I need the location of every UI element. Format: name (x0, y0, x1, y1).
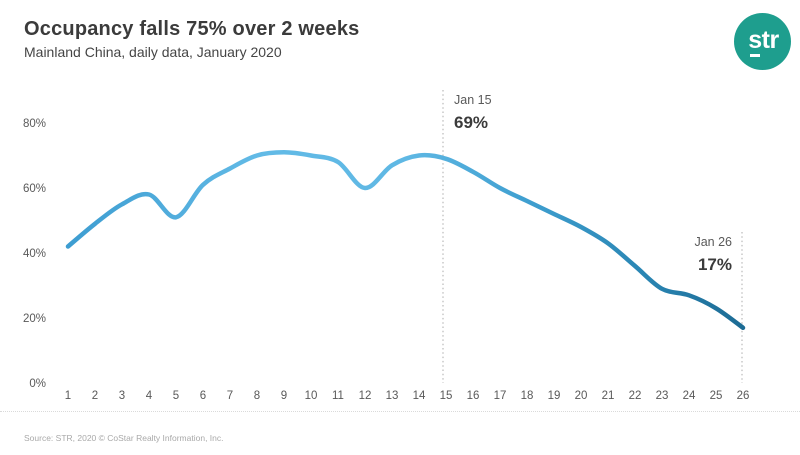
x-axis-tick-label: 3 (119, 390, 125, 402)
x-axis-tick-label: 26 (737, 390, 750, 402)
x-axis-tick-label: 1 (65, 390, 71, 402)
x-axis-tick-label: 22 (629, 390, 642, 402)
x-axis-tick-label: 12 (359, 390, 372, 402)
x-axis-tick-label: 20 (575, 390, 588, 402)
x-axis-tick-label: 18 (521, 390, 534, 402)
x-axis-tick-label: 6 (200, 390, 206, 402)
x-axis-tick-label: 14 (413, 390, 426, 402)
y-axis-tick-label: 20% (23, 313, 46, 325)
occupancy-line (65, 150, 746, 331)
x-axis-tick-label: 11 (332, 390, 344, 402)
x-axis-tick-label: 2 (92, 390, 98, 402)
annotation-value-label: 69% (454, 113, 488, 132)
footer-divider (0, 411, 800, 412)
y-axis-tick-label: 40% (23, 248, 46, 260)
str-logo: str (734, 13, 791, 70)
annotation-date-label: Jan 26 (694, 235, 732, 249)
x-axis-tick-label: 4 (146, 390, 153, 402)
chart-title: Occupancy falls 75% over 2 weeks (24, 18, 360, 40)
x-axis-tick-label: 24 (683, 390, 696, 402)
x-axis-tick-label: 13 (386, 390, 399, 402)
x-axis-tick-label: 10 (305, 390, 318, 402)
x-axis-tick-label: 19 (548, 390, 561, 402)
y-axis-tick-label: 80% (23, 118, 46, 130)
annotation-date-label: Jan 15 (454, 93, 492, 107)
y-axis-tick-label: 60% (23, 183, 46, 195)
annotation-value-label: 17% (698, 255, 732, 274)
x-axis-tick-label: 7 (227, 390, 233, 402)
x-axis-tick-label: 9 (281, 390, 287, 402)
x-axis-tick-label: 17 (494, 390, 507, 402)
str-logo-text: str (748, 26, 779, 54)
x-axis-tick-label: 21 (602, 390, 615, 402)
str-logo-underline (750, 54, 760, 57)
x-axis-tick-label: 23 (656, 390, 669, 402)
y-axis-tick-label: 0% (29, 378, 46, 390)
x-axis-tick-label: 5 (173, 390, 179, 402)
x-axis-tick-label: 25 (710, 390, 723, 402)
x-axis-tick-label: 15 (440, 390, 453, 402)
source-credit: Source: STR, 2020 © CoStar Realty Inform… (24, 433, 224, 443)
x-axis-tick-label: 8 (254, 390, 260, 402)
x-axis-tick-label: 16 (467, 390, 480, 402)
chart-subtitle: Mainland China, daily data, January 2020 (24, 44, 282, 60)
